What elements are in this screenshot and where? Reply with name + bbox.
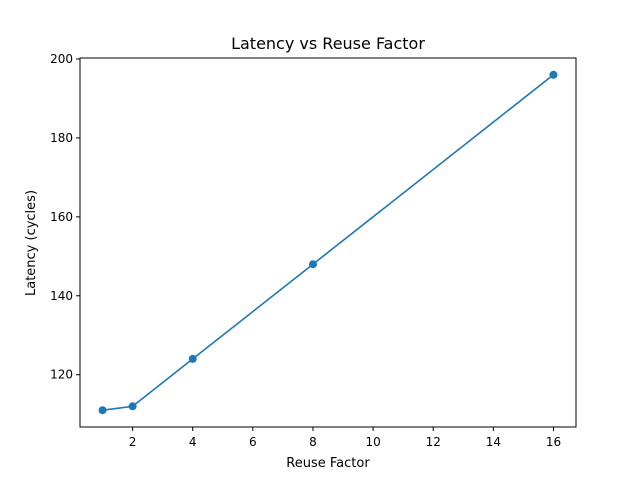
x-tick-label: 14 bbox=[486, 435, 501, 449]
y-tick-label: 120 bbox=[50, 368, 73, 382]
x-tick-label: 4 bbox=[189, 435, 197, 449]
plot-area-frame bbox=[79, 57, 577, 428]
y-tick-label: 140 bbox=[50, 289, 73, 303]
y-tick-label: 160 bbox=[50, 210, 73, 224]
data-point bbox=[549, 70, 558, 79]
chart-title: Latency vs Reuse Factor bbox=[231, 34, 425, 53]
x-tick-label: 6 bbox=[249, 435, 257, 449]
x-tick-label: 2 bbox=[129, 435, 137, 449]
data-point bbox=[128, 402, 137, 411]
y-tick-label: 180 bbox=[50, 131, 73, 145]
x-axis-label: Reuse Factor bbox=[286, 456, 370, 471]
y-tick-label: 200 bbox=[50, 52, 73, 66]
x-tick-label: 10 bbox=[365, 435, 380, 449]
y-axis-ticks: 120 140 160 180 200 bbox=[50, 52, 80, 382]
data-point bbox=[98, 406, 107, 415]
x-axis-ticks: 2 4 6 8 10 12 14 16 bbox=[129, 427, 561, 449]
y-axis-label: Latency (cycles) bbox=[24, 190, 39, 296]
x-tick-label: 16 bbox=[546, 435, 561, 449]
data-point bbox=[188, 354, 197, 363]
x-tick-label: 12 bbox=[426, 435, 441, 449]
series-layer bbox=[98, 70, 558, 415]
data-point bbox=[308, 260, 317, 269]
x-tick-label: 8 bbox=[309, 435, 317, 449]
